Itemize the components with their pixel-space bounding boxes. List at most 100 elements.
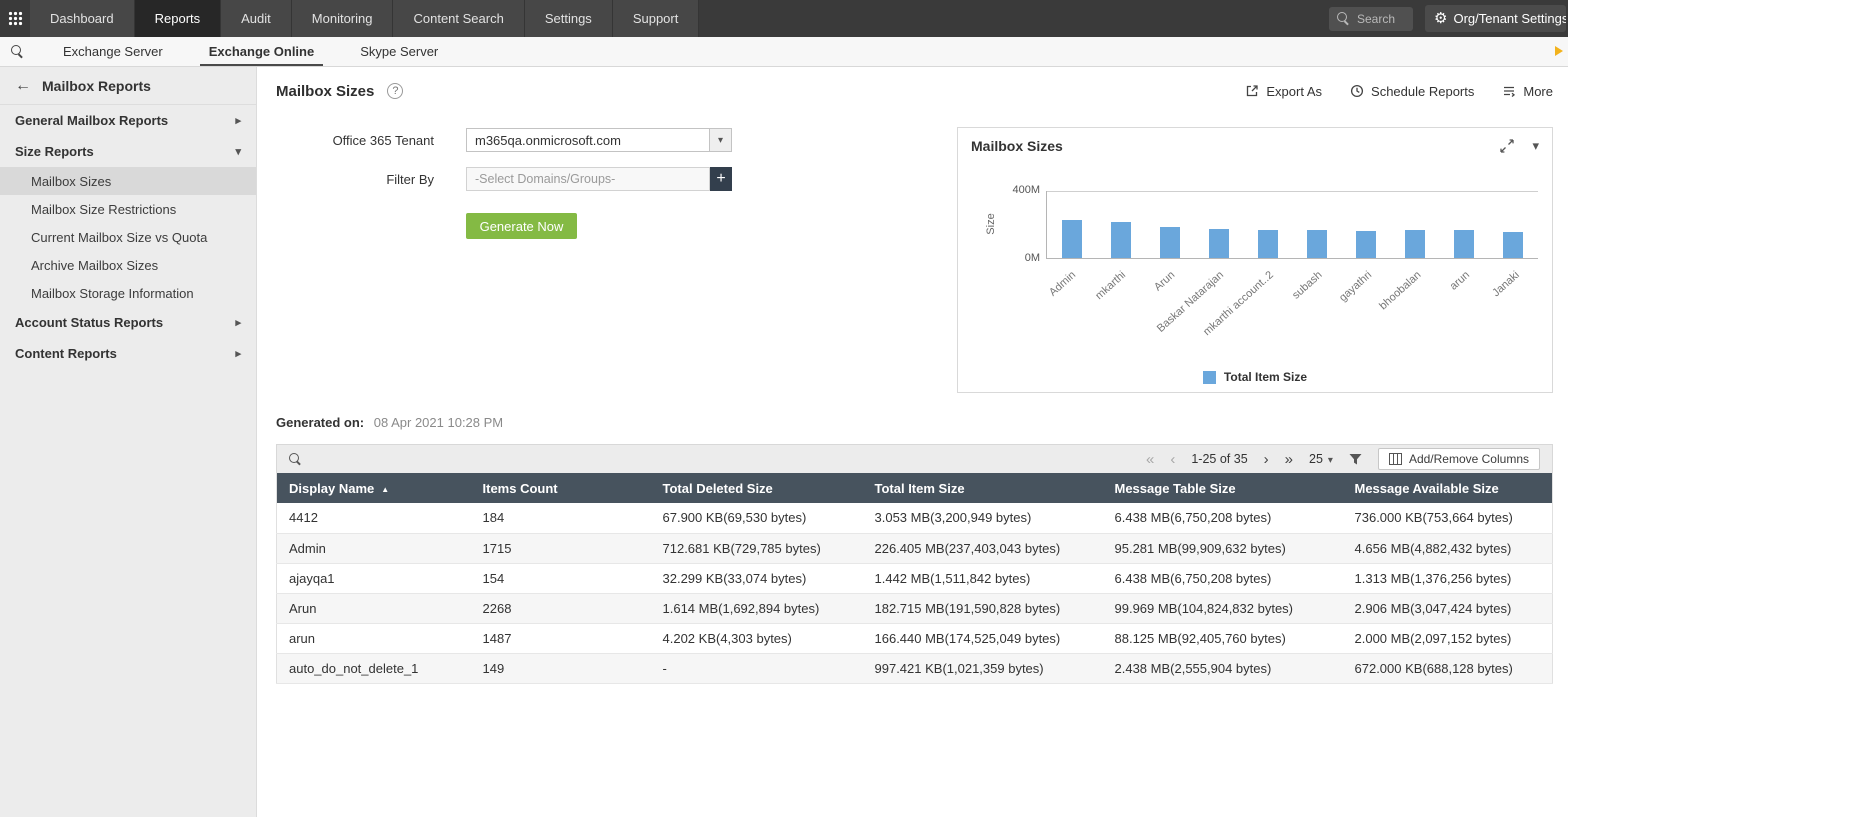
- add-remove-columns-button[interactable]: Add/Remove Columns: [1377, 448, 1540, 470]
- platform-tabs: Exchange Server Exchange Online Skype Serv…: [40, 37, 461, 66]
- columns-icon: [1388, 453, 1402, 465]
- table-row[interactable]: 4412 184 67.900 KB(69,530 bytes) 3.053 MB(3…: [276, 503, 1553, 534]
- filter-funnel-icon[interactable]: [1349, 453, 1362, 466]
- column-header-items-count[interactable]: Items Count: [470, 473, 651, 503]
- org-tenant-settings-button[interactable]: Org/Tenant Settings: [1425, 5, 1566, 32]
- back-icon[interactable]: [15, 77, 31, 95]
- column-header-total-deleted-size[interactable]: Total Deleted Size: [650, 473, 863, 503]
- generated-on: Generated on: 08 Apr 2021 10:28 PM: [276, 415, 1553, 430]
- bar-mkarthi[interactable]: [1110, 222, 1131, 258]
- plot-area: [1046, 191, 1538, 259]
- help-icon[interactable]: [387, 83, 404, 99]
- column-header-display-name[interactable]: Display Name: [276, 473, 471, 503]
- more-icon: [1504, 86, 1516, 98]
- top-tab-settings[interactable]: Settings: [524, 0, 613, 37]
- schedule-reports-button[interactable]: Schedule Reports: [1350, 84, 1474, 99]
- x-category-label: arun: [1447, 269, 1473, 293]
- sidebar-section-content-reports[interactable]: Content Reports ▸: [0, 338, 256, 369]
- filter-domains-input[interactable]: [466, 167, 710, 191]
- cell-display-name: auto_do_not_delete_1: [276, 653, 471, 684]
- table-row[interactable]: Admin 1715 712.681 KB(729,785 bytes) 226.40…: [276, 533, 1553, 564]
- first-page-icon[interactable]: [1146, 452, 1154, 467]
- top-tab-audit[interactable]: Audit: [221, 0, 292, 37]
- export-icon: [1247, 85, 1259, 97]
- cell-display-name: Arun: [276, 593, 471, 624]
- table-row[interactable]: arun 1487 4.202 KB(4,303 bytes) 166.440 MB(…: [276, 623, 1553, 654]
- y-tick-400m: 400M: [1012, 184, 1040, 196]
- cell-message-table-size: 6.438 MB(6,750,208 bytes): [1102, 563, 1343, 594]
- scroll-right-icon[interactable]: [1555, 46, 1563, 56]
- sub-tab-skype-server[interactable]: Skype Server: [360, 44, 439, 59]
- chart-menu-chevron-icon[interactable]: [1532, 138, 1539, 154]
- search-placeholder: Search: [1357, 11, 1396, 26]
- cell-items-count: 184: [470, 503, 651, 534]
- apps-grid-icon[interactable]: [0, 0, 30, 37]
- table-row[interactable]: ajayqa1 154 32.299 KB(33,074 bytes) 1.442 M…: [276, 563, 1553, 594]
- bar-baskar-natarajan[interactable]: [1208, 229, 1229, 258]
- top-tab-support[interactable]: Support: [612, 0, 700, 37]
- table-row[interactable]: auto_do_not_delete_1 149-997.421 KB(1,021…: [276, 653, 1553, 684]
- chevron-down-icon[interactable]: [709, 129, 731, 151]
- sidebar-section-general-mailbox-reports[interactable]: General Mailbox Reports ▸: [0, 105, 256, 136]
- sidebar-item-mailbox-storage-information[interactable]: Mailbox Storage Information: [31, 285, 194, 301]
- sidebar-section-account-status-reports[interactable]: Account Status Reports ▸: [0, 307, 256, 338]
- x-category-label: bhoobalan: [1376, 269, 1424, 313]
- x-category-label: Janaki: [1489, 269, 1522, 300]
- expand-icon[interactable]: [1500, 139, 1515, 153]
- table-search-icon[interactable]: [289, 452, 302, 466]
- advanced-search-icon[interactable]: [11, 45, 24, 58]
- table-toolbar: 1-25 of 35 25 Add/Remove Columns: [276, 444, 1553, 473]
- last-page-icon[interactable]: [1285, 452, 1293, 467]
- sidebar-section-size-reports[interactable]: Size Reports ▾: [0, 136, 256, 167]
- tenant-select[interactable]: m365qa.onmicrosoft.com: [466, 128, 732, 152]
- sub-tab-exchange-server[interactable]: Exchange Server: [63, 44, 163, 59]
- filter-by-label: Filter By: [386, 171, 434, 187]
- table-row[interactable]: Arun 2268 1.614 MB(1,692,894 bytes) 182.715…: [276, 593, 1553, 624]
- sidebar-item-mailbox-size-restrictions[interactable]: Mailbox Size Restrictions: [31, 201, 177, 217]
- column-header-total-item-size[interactable]: Total Item Size: [862, 473, 1103, 503]
- sidebar-section-label: Size Reports: [15, 144, 94, 159]
- add-filter-button[interactable]: +: [710, 167, 732, 191]
- previous-page-icon[interactable]: [1170, 452, 1175, 467]
- sidebar-item-current-mailbox-size-vs-quota[interactable]: Current Mailbox Size vs Quota: [31, 229, 208, 245]
- top-tab-dashboard[interactable]: Dashboard: [30, 0, 135, 37]
- cell-message-table-size: 6.438 MB(6,750,208 bytes): [1102, 503, 1343, 534]
- cell-message-available-size: 4.656 MB(4,882,432 bytes): [1342, 533, 1553, 564]
- sort-asc-icon: [374, 481, 389, 496]
- cell-message-table-size: 88.125 MB(92,405,760 bytes): [1102, 623, 1343, 654]
- more-button[interactable]: More: [1502, 84, 1553, 99]
- bar-subash[interactable]: [1307, 229, 1328, 258]
- cell-message-table-size: 2.438 MB(2,555,904 bytes): [1102, 653, 1343, 684]
- export-as-label: Export As: [1266, 83, 1323, 99]
- chevron-down-icon: ▾: [235, 146, 241, 158]
- top-tab-monitoring[interactable]: Monitoring: [291, 0, 394, 37]
- global-search[interactable]: Search: [1329, 6, 1413, 31]
- bar-admin[interactable]: [1061, 220, 1082, 258]
- column-header-message-table-size[interactable]: Message Table Size: [1102, 473, 1343, 503]
- bar-mkarthi-account-2[interactable]: [1257, 229, 1278, 258]
- bar-janaki[interactable]: [1503, 231, 1524, 258]
- table-header-row: Display Name Items Count Total Deleted S…: [276, 473, 1553, 503]
- top-navigation: Dashboard Reports Audit Monitoring Content S…: [0, 0, 1568, 37]
- cell-message-available-size: 1.313 MB(1,376,256 bytes): [1342, 563, 1553, 594]
- report-criteria-form: Office 365 Tenant m365qa.onmicrosoft.com…: [276, 127, 957, 239]
- cell-total-deleted-size: 32.299 KB(33,074 bytes): [650, 563, 863, 594]
- sub-tab-exchange-online[interactable]: Exchange Online: [186, 37, 337, 66]
- bar-bhoobalan[interactable]: [1405, 230, 1426, 258]
- bar-arun[interactable]: [1159, 227, 1180, 258]
- generate-now-button[interactable]: Generate Now: [466, 213, 577, 239]
- cell-display-name: 4412: [276, 503, 471, 534]
- top-tab-reports[interactable]: Reports: [134, 0, 222, 37]
- top-tab-content-search[interactable]: Content Search: [393, 0, 525, 37]
- sidebar-item-archive-mailbox-sizes[interactable]: Archive Mailbox Sizes: [31, 257, 159, 273]
- cell-total-deleted-size: 1.614 MB(1,692,894 bytes): [650, 593, 863, 624]
- next-page-icon[interactable]: [1264, 452, 1269, 467]
- page-size-select[interactable]: 25: [1309, 452, 1333, 466]
- sidebar-item-mailbox-sizes[interactable]: Mailbox Sizes: [0, 167, 256, 195]
- export-as-button[interactable]: Export As: [1245, 84, 1322, 99]
- bar-gayathri[interactable]: [1356, 230, 1377, 258]
- sidebar-header: Mailbox Reports: [0, 67, 256, 105]
- bar-arun[interactable]: [1454, 230, 1475, 258]
- cell-message-available-size: 2.000 MB(2,097,152 bytes): [1342, 623, 1553, 654]
- column-header-message-available-size[interactable]: Message Available Size: [1342, 473, 1553, 503]
